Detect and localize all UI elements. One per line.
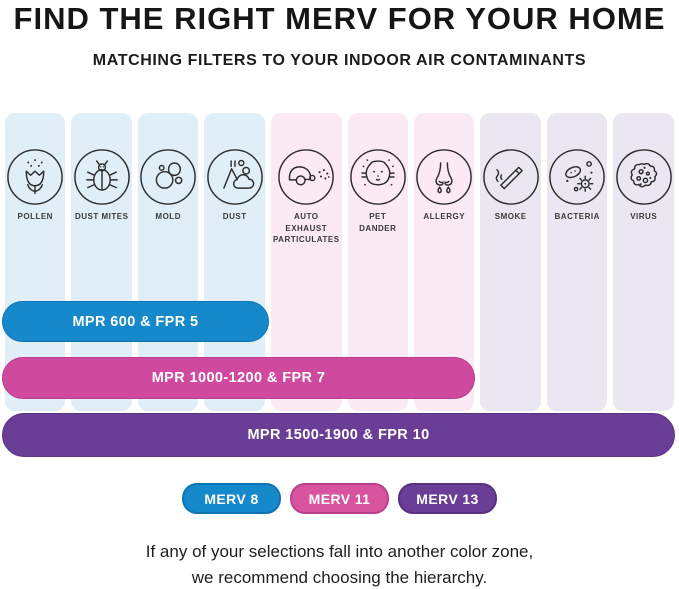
rating-bar-merv13: MPR 1500-1900 & FPR 10 (2, 413, 675, 457)
column-label: MOLD (155, 212, 181, 221)
bacteria-icon (548, 113, 606, 206)
merv-legend: MERV 8 MERV 11 MERV 13 (0, 483, 679, 514)
column-label: DUST (222, 212, 247, 221)
page-subtitle: MATCHING FILTERS TO YOUR INDOOR AIR CONT… (92, 52, 587, 69)
column-label: AUTO EXHAUST PARTICULATES (272, 212, 340, 245)
pollen-icon (6, 113, 64, 206)
dust-mites-icon (73, 113, 131, 206)
legend-pill-merv8: MERV 8 (182, 483, 281, 514)
legend-pill-merv13: MERV 13 (398, 483, 497, 514)
footer-line-2: we recommend choosing the hierarchy. (191, 567, 488, 587)
dust-icon (206, 113, 264, 206)
rating-bar-merv11: MPR 1000-1200 & FPR 7 (2, 357, 475, 399)
page-title: FIND THE RIGHT MERV FOR YOUR HOME (13, 1, 666, 36)
virus-icon (615, 113, 673, 206)
allergy-icon (415, 113, 473, 206)
column-label: PET DANDER (359, 212, 397, 233)
footer-note: If any of your selections fall into anot… (0, 539, 679, 589)
contaminant-columns: POLLEN DUST MITES (5, 113, 674, 411)
auto-exhaust-icon (277, 113, 335, 206)
column-virus: VIRUS (613, 113, 674, 411)
column-label: POLLEN (17, 212, 53, 221)
smoke-icon (482, 113, 540, 206)
mold-icon (139, 113, 197, 206)
legend-pill-merv11: MERV 11 (290, 483, 389, 514)
column-label: VIRUS (630, 212, 658, 221)
column-bacteria: BACTERIA (546, 113, 608, 411)
column-label: ALLERGY (423, 212, 466, 221)
column-label: SMOKE (494, 212, 527, 221)
column-smoke: SMOKE (480, 113, 541, 411)
column-label: BACTERIA (554, 212, 600, 221)
pet-dander-icon (349, 113, 407, 206)
rating-bar-merv8: MPR 600 & FPR 5 (2, 301, 269, 342)
column-label: DUST MITES (75, 212, 129, 221)
footer-line-1: If any of your selections fall into anot… (145, 542, 534, 561)
